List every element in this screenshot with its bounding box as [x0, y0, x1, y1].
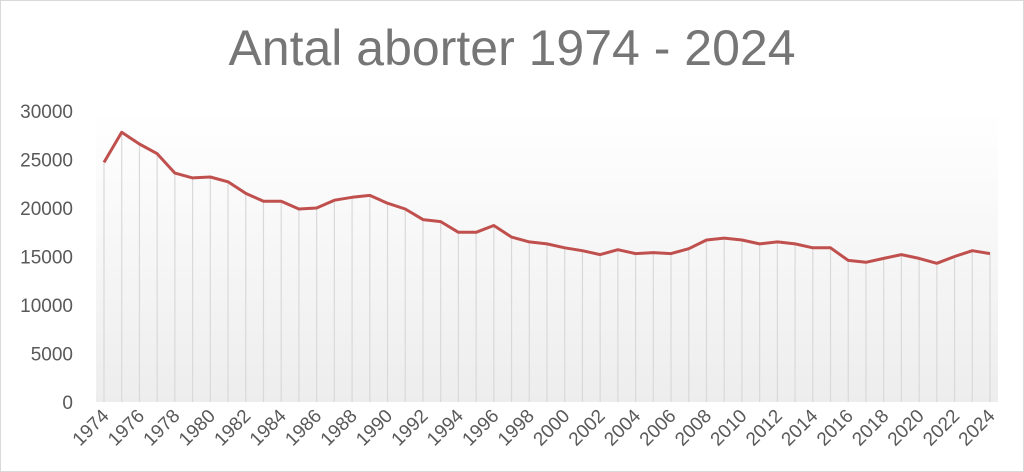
x-tick-label: 1986: [281, 406, 326, 451]
x-tick-label: 1974: [69, 405, 114, 450]
y-tick-label: 15000: [20, 248, 73, 269]
x-tick-label: 1992: [388, 406, 433, 451]
x-tick-label: 2002: [565, 406, 610, 451]
x-tick-label: 2010: [707, 406, 752, 451]
x-tick-label: 2020: [884, 406, 929, 451]
x-tick-label: 2016: [813, 406, 858, 451]
x-tick-label: 1996: [459, 406, 504, 451]
x-tick-label: 2006: [636, 406, 681, 451]
x-tick-label: 1984: [246, 405, 291, 450]
x-tick-label: 1976: [104, 406, 149, 451]
x-tick-label: 1982: [211, 406, 256, 451]
series-line: [102, 130, 991, 265]
x-tick-label: 2008: [671, 406, 716, 451]
y-tick-label: 25000: [20, 151, 73, 172]
x-tick-label: 2018: [848, 406, 893, 451]
x-tick-label: 1978: [140, 406, 185, 451]
x-tick-label: 1980: [175, 406, 220, 451]
y-tick-label: 5000: [31, 345, 73, 366]
x-tick-label: 2004: [600, 405, 645, 450]
x-tick-label: 2014: [778, 405, 823, 450]
x-tick-label: 2012: [742, 406, 787, 451]
x-tick-label: 2000: [530, 406, 575, 451]
x-tick-label: 2022: [919, 406, 964, 451]
x-tick-label: 2024: [955, 405, 1000, 450]
y-tick-label: 20000: [20, 199, 73, 220]
y-tick-label: 30000: [20, 102, 73, 123]
x-tick-label: 1998: [494, 406, 539, 451]
chart-title: Antal aborter 1974 - 2024: [228, 20, 796, 76]
x-tick-label: 1994: [423, 405, 468, 450]
x-tick-label: 1990: [352, 406, 397, 451]
y-tick-label: 10000: [20, 296, 73, 317]
x-tick-label: 1988: [317, 406, 362, 451]
y-tick-label: 0: [62, 393, 73, 414]
